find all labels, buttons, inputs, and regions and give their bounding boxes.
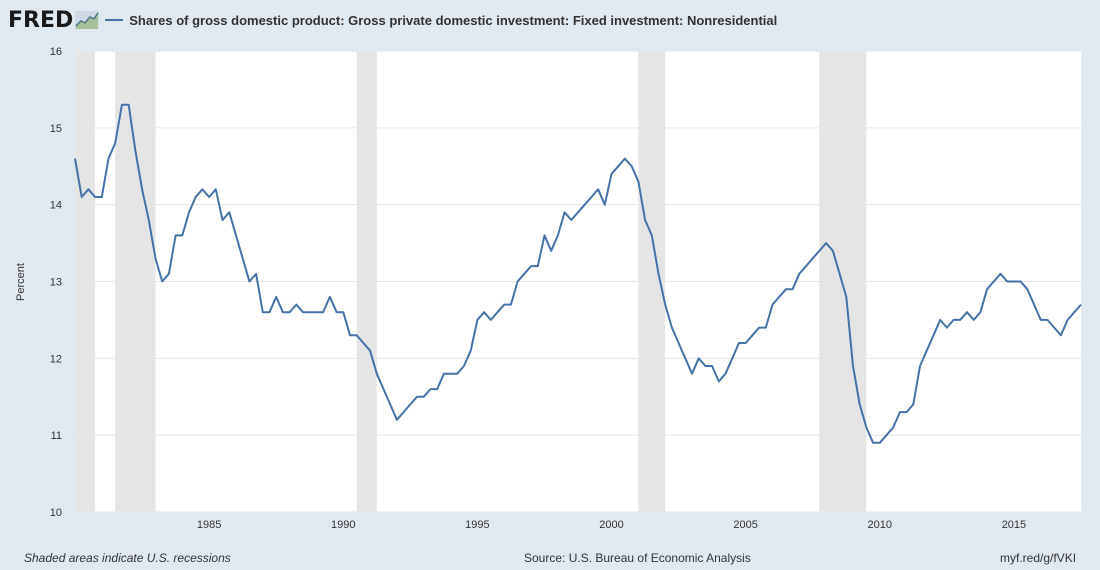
x-tick-label: 1985: [197, 519, 221, 531]
recession-note: Shaded areas indicate U.S. recessions: [24, 551, 231, 565]
series-line: [74, 103, 1082, 444]
source-note: Source: U.S. Bureau of Economic Analysis: [524, 551, 751, 565]
short-url-link[interactable]: myf.red/g/fVKI: [1000, 551, 1077, 565]
legend-series-swatch: [105, 19, 124, 21]
x-tick-label: 2005: [733, 519, 757, 531]
y-tick-label: 10: [50, 507, 62, 519]
y-tick-label: 14: [50, 200, 62, 212]
gridlines: [75, 50, 1081, 513]
x-tick-label: 2015: [1002, 519, 1026, 531]
fred-logo-graph-icon: [75, 11, 100, 29]
x-tick-label: 2010: [868, 519, 892, 531]
x-tick-label: 2000: [599, 519, 623, 531]
x-tick-label: 1995: [465, 519, 489, 531]
y-tick-label: 12: [50, 353, 62, 365]
chart-title: Shares of gross domestic product: Gross …: [129, 12, 778, 28]
y-tick-label: 15: [50, 123, 62, 135]
x-axis-ticks: 1985 1990 1995 2000 2005 2010 2015: [197, 519, 1026, 531]
x-tick-label: 1990: [331, 519, 355, 531]
y-tick-label: 16: [50, 46, 62, 58]
y-axis-ticks: 10 11 12 13 14 15 16: [50, 46, 62, 519]
y-tick-label: 13: [50, 277, 62, 289]
chart-header: FRED Shares of gross domestic product: G…: [8, 6, 777, 34]
y-axis-label: Percent: [15, 263, 27, 301]
y-tick-label: 11: [51, 430, 62, 442]
fred-logo[interactable]: FRED: [8, 7, 74, 33]
